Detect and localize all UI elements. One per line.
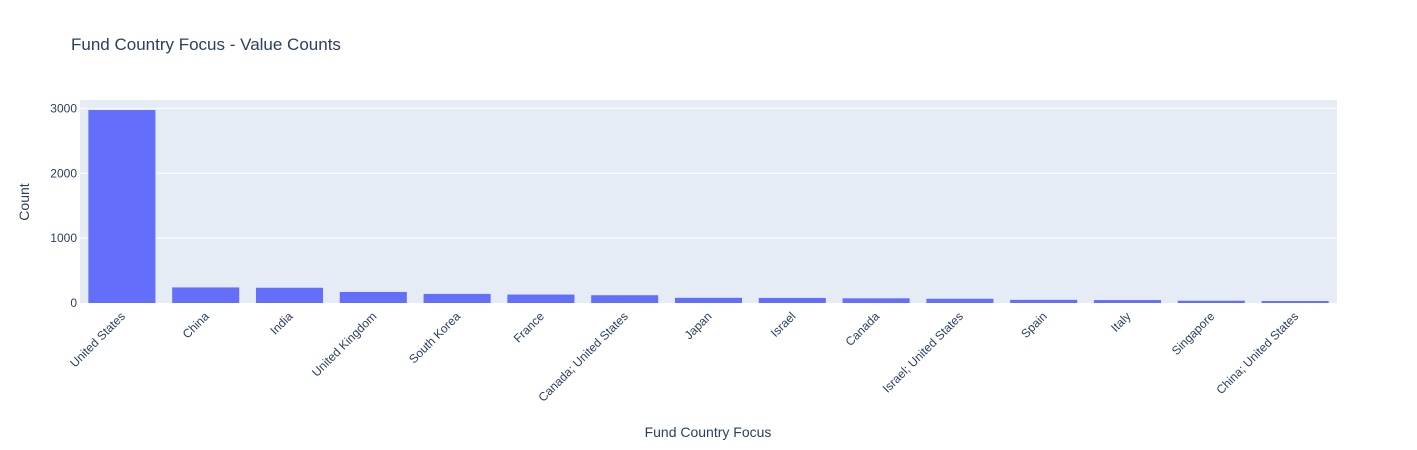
x-tick-label: Canada; United States: [536, 309, 631, 404]
x-tick-label: Italy: [1108, 309, 1133, 334]
gridlines: [80, 107, 1337, 239]
x-tick-label: China; United States: [1213, 309, 1301, 397]
bar: [88, 110, 156, 303]
x-axis-title: Fund Country Focus: [645, 424, 772, 440]
plot-area: [80, 100, 1337, 303]
x-tick-label: Israel; United States: [880, 309, 966, 395]
bar: [507, 294, 575, 303]
x-tick-label: India: [267, 309, 296, 338]
bar: [1261, 301, 1329, 303]
bar: [591, 295, 659, 303]
y-tick-label: 0: [70, 296, 77, 310]
bar: [674, 297, 743, 303]
y-axis-ticks: 0 1000 2000 3000: [50, 101, 77, 310]
x-tick-label: Singapore: [1169, 309, 1218, 358]
y-tick-label: 3000: [50, 101, 77, 115]
chart-title: Fund Country Focus - Value Counts: [71, 35, 341, 54]
y-tick-label: 2000: [50, 166, 77, 180]
bar: [172, 287, 240, 303]
x-tick-label: China: [180, 309, 212, 341]
x-tick-label: Israel: [768, 309, 799, 340]
bar: [842, 298, 910, 303]
x-tick-label: Spain: [1018, 309, 1050, 341]
bar: [758, 297, 826, 303]
bar: [255, 287, 324, 303]
x-tick-label: United Kingdom: [309, 309, 379, 379]
y-tick-label: 1000: [50, 231, 77, 245]
bar: [1093, 300, 1162, 303]
bar: [339, 291, 407, 303]
x-tick-label: France: [511, 309, 548, 346]
x-tick-label: Japan: [682, 309, 715, 342]
x-tick-label: United States: [67, 309, 128, 370]
bars: [88, 110, 1329, 303]
bar: [423, 293, 491, 303]
y-axis-title: Count: [16, 183, 32, 220]
x-axis-ticks: United States China India United Kingdom Sou…: [67, 309, 1301, 405]
x-tick-label: Canada: [843, 309, 883, 349]
bar: [1177, 300, 1245, 303]
x-tick-label: South Korea: [406, 309, 463, 366]
bar: [1010, 299, 1078, 303]
bar: [926, 298, 994, 303]
